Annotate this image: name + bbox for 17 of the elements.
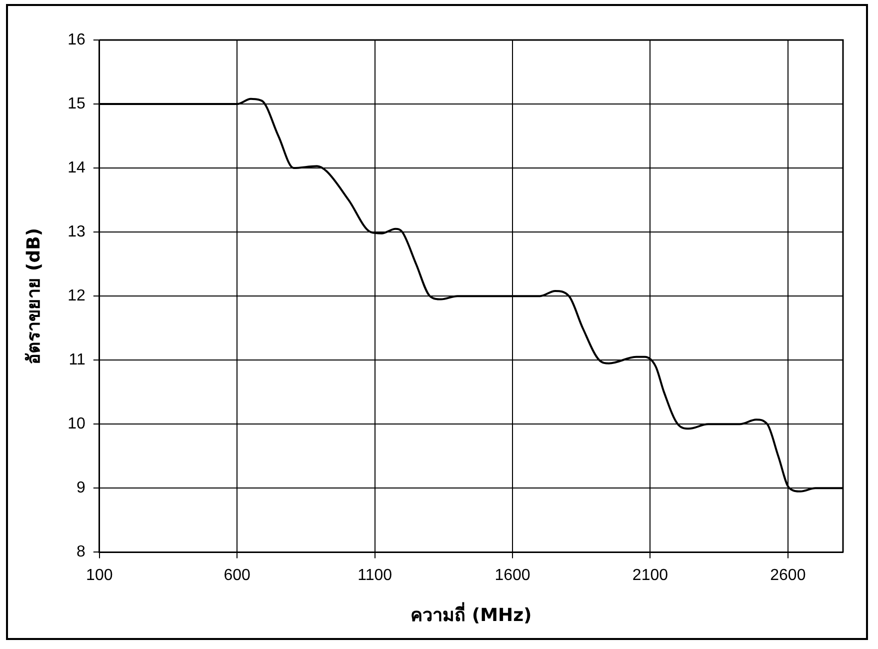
- x-tick-label: 1100: [358, 567, 392, 584]
- y-tick-label: 10: [68, 416, 86, 433]
- y-tick-label: 16: [68, 31, 86, 48]
- y-tick-label: 12: [68, 288, 86, 305]
- x-tick-label: 100: [86, 567, 113, 584]
- y-tick-label: 15: [68, 95, 86, 112]
- y-tick-label: 14: [68, 159, 86, 176]
- x-tick-label: 1600: [494, 567, 530, 584]
- y-tick-label: 13: [68, 223, 86, 240]
- x-axis-title: ความถี่ (MHz): [410, 602, 532, 626]
- x-tick-label: 600: [224, 567, 251, 584]
- y-tick-label: 9: [76, 480, 86, 497]
- y-axis-title: อัตราขยาย (dB): [23, 228, 44, 364]
- x-tick-label: 2100: [632, 567, 668, 584]
- x-tick-label: 2600: [770, 567, 806, 584]
- y-tick-label: 11: [68, 352, 86, 369]
- y-tick-label: 8: [76, 544, 86, 561]
